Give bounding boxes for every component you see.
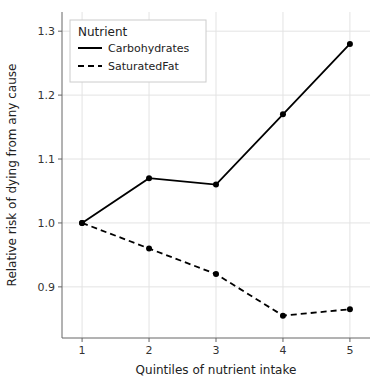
y-tick bbox=[58, 286, 62, 287]
series-point bbox=[347, 306, 353, 312]
x-tick bbox=[282, 338, 283, 342]
series-line bbox=[82, 44, 350, 223]
x-tick-label: 2 bbox=[146, 344, 153, 357]
plot-area bbox=[79, 41, 353, 319]
x-grid-line bbox=[282, 12, 283, 338]
y-tick bbox=[58, 159, 62, 160]
y-tick-label: 1.1 bbox=[38, 153, 56, 166]
legend-title: Nutrient bbox=[78, 25, 128, 39]
series-point bbox=[146, 246, 152, 252]
series-line bbox=[82, 223, 350, 316]
x-tick-label: 5 bbox=[346, 344, 353, 357]
x-tick bbox=[349, 338, 350, 342]
y-axis-line bbox=[62, 12, 63, 338]
y-tick bbox=[58, 95, 62, 96]
series-point bbox=[146, 175, 152, 181]
series-point bbox=[213, 271, 219, 277]
y-tick-label: 1.0 bbox=[38, 217, 56, 230]
y-tick-label: 1.3 bbox=[38, 25, 56, 38]
legend-label: Carbohydrates bbox=[108, 42, 189, 55]
x-axis-label: Quintiles of nutrient intake bbox=[136, 363, 297, 377]
legend: Nutrient Carbohydrates SaturatedFat bbox=[70, 20, 206, 82]
series-point bbox=[79, 220, 85, 226]
x-tick-label: 1 bbox=[79, 344, 86, 357]
x-tick-label: 3 bbox=[213, 344, 220, 357]
x-tick bbox=[216, 338, 217, 342]
grid bbox=[62, 12, 370, 338]
series-point bbox=[79, 220, 85, 226]
y-tick-label: 1.2 bbox=[38, 89, 56, 102]
y-axis-label: Relative risk of dying from any cause bbox=[5, 64, 19, 287]
y-tick-label: 0.9 bbox=[38, 281, 56, 294]
chart: 1 2 3 4 5 0.9 1.0 1.1 1.2 1.3 Quintiles of nutrien… bbox=[0, 0, 384, 384]
x-grid-line bbox=[216, 12, 217, 338]
x-tick bbox=[149, 338, 150, 342]
legend-swatch bbox=[78, 47, 102, 49]
x-tick bbox=[82, 338, 83, 342]
legend-swatch bbox=[78, 65, 102, 67]
y-tick bbox=[58, 31, 62, 32]
y-tick bbox=[58, 222, 62, 223]
x-grid-line bbox=[349, 12, 350, 338]
legend-label: SaturatedFat bbox=[108, 60, 179, 73]
series-point bbox=[347, 41, 353, 47]
series-point bbox=[280, 313, 286, 319]
series-point bbox=[280, 111, 286, 117]
legend-box bbox=[70, 20, 206, 82]
series-point bbox=[213, 182, 219, 188]
x-tick-label: 4 bbox=[279, 344, 286, 357]
